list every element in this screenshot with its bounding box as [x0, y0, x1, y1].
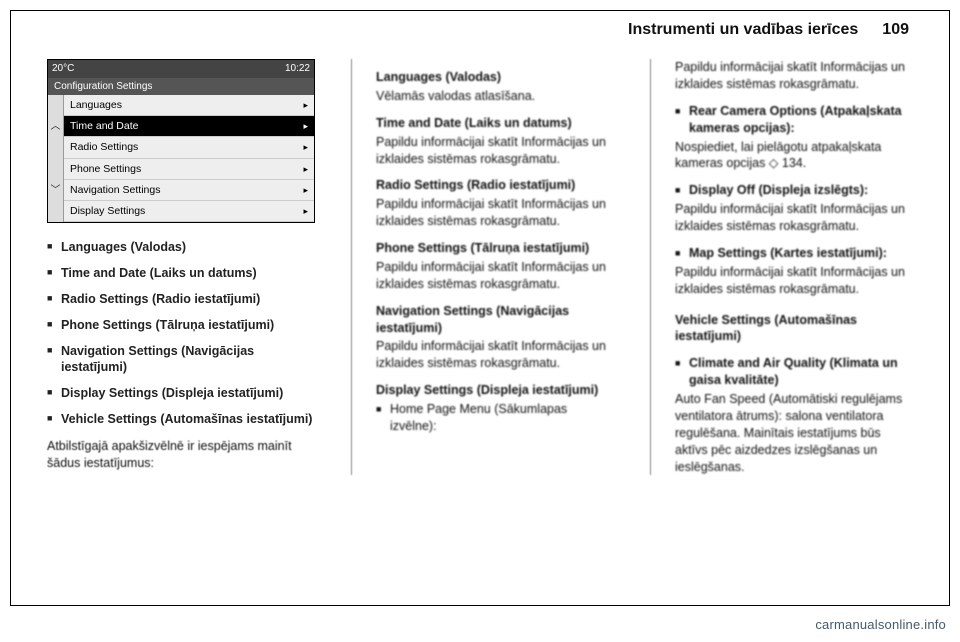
chevron-right-icon: ▸ [303, 99, 308, 111]
section-sub: Climate and Air Quality (Klimata un gais… [689, 355, 913, 389]
page-title: Instrumenti un vadības ierīces [628, 21, 858, 39]
column-1: 20°C 10:22 Configuration Settings ︿ ﹀ La… [47, 59, 315, 475]
page-header: Instrumenti un vadības ierīces 109 [11, 11, 949, 45]
section-sub: Map Settings (Kartes iestatījumi): [689, 245, 913, 262]
status-bar: 20°C 10:22 [48, 60, 314, 78]
menu-phone-settings[interactable]: Phone Settings ▸ [64, 159, 314, 180]
section-body: Papildu informācijai skatīt Informācijas… [376, 134, 614, 168]
menu-label: Phone Settings [70, 162, 141, 176]
config-screenshot: 20°C 10:22 Configuration Settings ︿ ﹀ La… [47, 59, 315, 223]
section-body: Auto Fan Speed (Automātiski regulējams v… [675, 391, 913, 475]
section-body: Papildu informācijai skatīt Informācijas… [376, 196, 614, 230]
menu-radio-settings[interactable]: Radio Settings ▸ [64, 137, 314, 158]
section-title: Phone Settings (Tālruņa iestatījumi) [376, 240, 614, 257]
section-body: Vēlamās valodas atlasīšana. [376, 88, 614, 105]
section-title: Time and Date (Laiks un datums) [376, 115, 614, 132]
config-title: Configuration Settings [48, 78, 314, 96]
section-title: Radio Settings (Radio iestatījumi) [376, 177, 614, 194]
status-clock: 10:22 [285, 62, 310, 76]
chevron-right-icon: ▸ [303, 163, 308, 175]
menu-label: Display Settings [70, 204, 145, 218]
section-sub: Home Page Menu (Sākumlapas izvēlne): [390, 401, 614, 435]
menu-languages[interactable]: Languages ▸ [64, 95, 314, 116]
config-list: ︿ ﹀ Languages ▸ Time and Date ▸ Radio Sett… [48, 95, 314, 222]
page-number: 109 [882, 21, 909, 39]
section-body: Papildu informācijai skatīt Informācijas… [675, 264, 913, 298]
menu-navigation-settings[interactable]: Navigation Settings ▸ [64, 180, 314, 201]
section-sub: Display Off (Displeja izslēgts): [689, 182, 913, 199]
section-body: Papildu informācijai skatīt Informācijas… [376, 338, 614, 372]
columns: 20°C 10:22 Configuration Settings ︿ ﹀ La… [11, 45, 949, 491]
chevron-right-icon: ▸ [303, 205, 308, 217]
list-item: Navigation Settings (Navigācijas iestatī… [47, 343, 315, 377]
list-item: Vehicle Settings (Automašīnas iestatījum… [47, 411, 315, 428]
section-body: Papildu informācijai skatīt Informācijas… [376, 259, 614, 293]
list-item: Time and Date (Laiks un datums) [47, 265, 315, 282]
menu-time-and-date[interactable]: Time and Date ▸ [64, 116, 314, 137]
scroll-bar[interactable]: ︿ ﹀ [48, 95, 64, 222]
section-title: Navigation Settings (Navigācijas iestatī… [376, 303, 614, 337]
section-sub: Rear Camera Options (Atpakaļskata kamera… [689, 103, 913, 137]
scroll-down-icon[interactable]: ﹀ [48, 159, 63, 223]
section-body: Nospiediet, lai pielāgotu atpakaļskata k… [675, 139, 913, 173]
menu-label: Languages [70, 98, 122, 112]
status-temp: 20°C [52, 62, 74, 76]
settings-overview-list: Languages (Valodas) Time and Date (Laiks… [47, 239, 315, 428]
lead-paragraph: Atbilstīgajā apakšizvēlnē ir iespējams m… [47, 438, 315, 472]
menu-label: Navigation Settings [70, 183, 160, 197]
watermark: carmanualsonline.info [815, 617, 946, 632]
column-2: Languages (Valodas) Vēlamās valodas atla… [351, 59, 614, 475]
chevron-right-icon: ▸ [303, 120, 308, 132]
section-body: Papildu informācijai skatīt Informācijas… [675, 59, 913, 93]
list-item: Display Settings (Displeja iestatījumi) [47, 385, 315, 402]
list-item: Languages (Valodas) [47, 239, 315, 256]
menu-label: Radio Settings [70, 140, 138, 154]
column-3: Papildu informācijai skatīt Informācijas… [650, 59, 913, 475]
section-title: Display Settings (Displeja iestatījumi) [376, 382, 614, 399]
chevron-right-icon: ▸ [303, 184, 308, 196]
list-item: Radio Settings (Radio iestatījumi) [47, 291, 315, 308]
section-body: Papildu informācijai skatīt Informācijas… [675, 201, 913, 235]
scroll-up-icon[interactable]: ︿ [48, 95, 63, 159]
menu-label: Time and Date [70, 119, 138, 133]
list-item: Phone Settings (Tālruņa iestatījumi) [47, 317, 315, 334]
chevron-right-icon: ▸ [303, 141, 308, 153]
section-title: Languages (Valodas) [376, 69, 614, 86]
manual-page: Instrumenti un vadības ierīces 109 20°C … [10, 10, 950, 606]
section-title: Vehicle Settings (Automašīnas iestatījum… [675, 312, 913, 346]
menu-display-settings[interactable]: Display Settings ▸ [64, 201, 314, 222]
